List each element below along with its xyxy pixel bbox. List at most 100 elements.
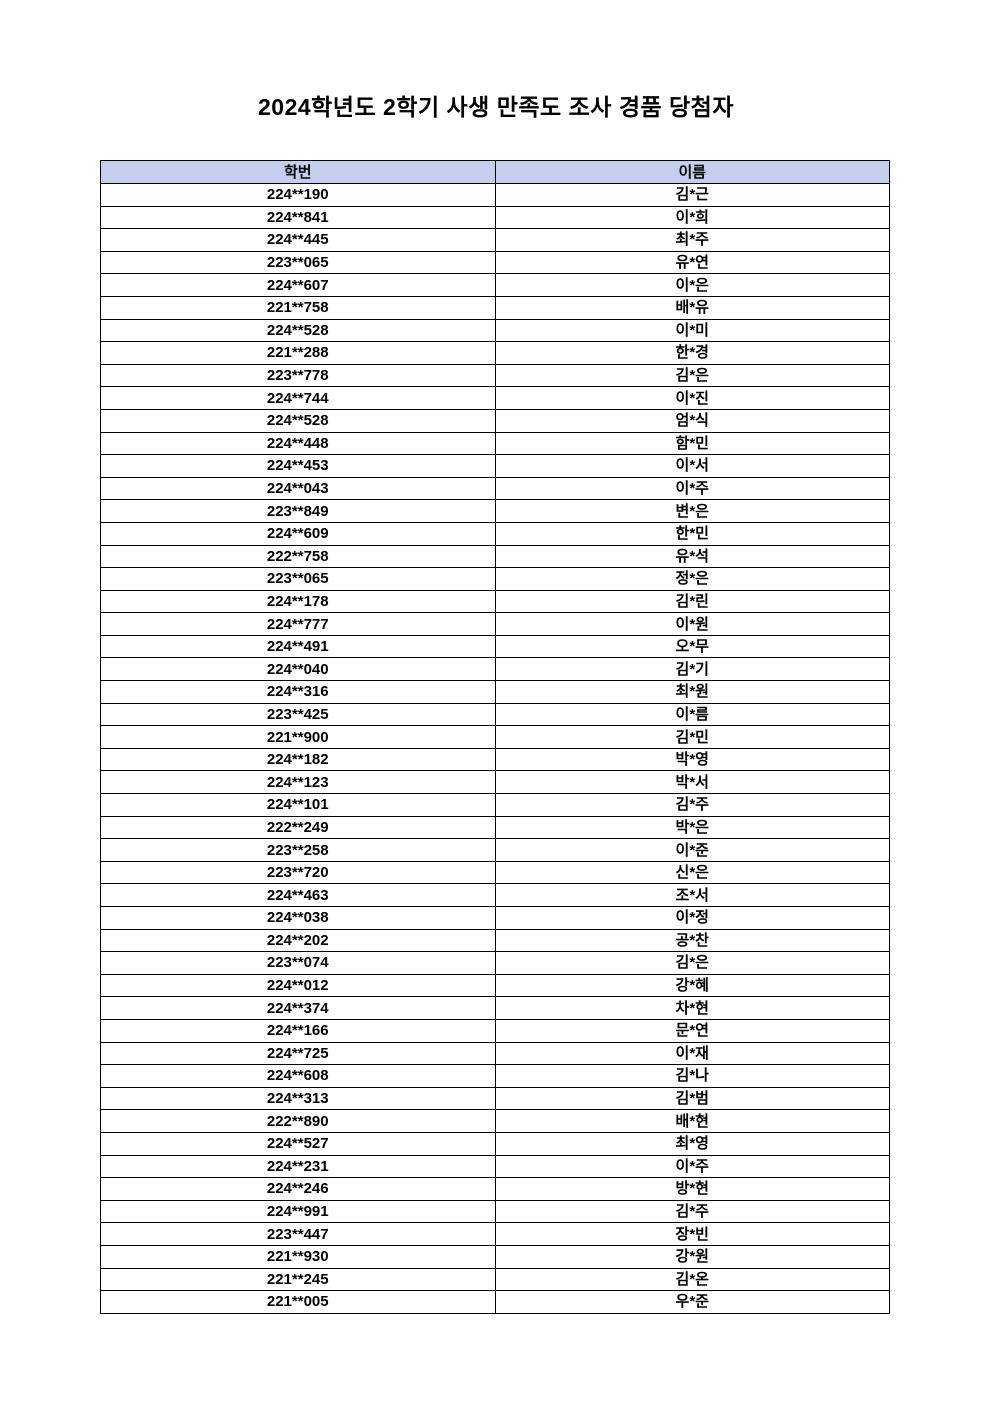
name-cell: 이*주 xyxy=(494,1154,890,1179)
name-cell: 김*범 xyxy=(494,1086,890,1111)
table-header: 학번 이름 xyxy=(100,160,890,184)
student-id-cell: 224**374 xyxy=(100,996,496,1020)
name-cell: 이*서 xyxy=(494,454,890,478)
name-cell: 방*현 xyxy=(494,1177,890,1201)
table-row: 223**447 장*빈 xyxy=(100,1222,890,1246)
name-cell: 강*혜 xyxy=(494,973,890,998)
student-id-cell: 223**720 xyxy=(100,860,496,885)
table-row: 222**249 박*은 xyxy=(100,815,890,840)
student-id-cell: 224**012 xyxy=(100,973,496,998)
name-cell: 문*연 xyxy=(494,1018,890,1043)
table-row: 223**849 변*은 xyxy=(100,499,890,523)
name-cell: 이*은 xyxy=(494,273,890,297)
table-row: 224**123 박*서 xyxy=(100,770,890,795)
name-cell: 이*미 xyxy=(494,318,890,343)
name-cell: 김*근 xyxy=(494,183,890,207)
student-id-cell: 224**528 xyxy=(100,318,496,343)
student-id-cell: 224**246 xyxy=(100,1177,496,1201)
table-row: 221**005 우*준 xyxy=(100,1290,890,1314)
table-row: 224**246 방*현 xyxy=(100,1177,890,1201)
student-id-cell: 221**005 xyxy=(100,1290,496,1314)
table-row: 224**608 김*나 xyxy=(100,1064,890,1088)
student-id-cell: 222**249 xyxy=(100,815,496,840)
table-row: 224**313 김*범 xyxy=(100,1086,890,1111)
table-row: 224**182 박*영 xyxy=(100,747,890,772)
name-cell: 유*석 xyxy=(494,544,890,569)
table-row: 224**777 이*원 xyxy=(100,612,890,636)
student-id-cell: 224**777 xyxy=(100,612,496,636)
name-cell: 이*름 xyxy=(494,702,890,727)
student-id-cell: 224**182 xyxy=(100,747,496,772)
table-row: 223**074 김*은 xyxy=(100,951,890,975)
table-row: 224**101 김*주 xyxy=(100,793,890,817)
table-row: 224**374 차*현 xyxy=(100,996,890,1020)
name-cell: 김*은 xyxy=(494,951,890,975)
table-row: 223**065 유*연 xyxy=(100,250,890,275)
table-row: 224**190 김*근 xyxy=(100,183,890,207)
name-cell: 함*민 xyxy=(494,431,890,456)
table-row: 224**453 이*서 xyxy=(100,454,890,478)
name-cell: 김*주 xyxy=(494,1199,890,1224)
column-header-student-id: 학번 xyxy=(100,160,496,184)
student-id-cell: 224**178 xyxy=(100,589,496,614)
student-id-cell: 224**313 xyxy=(100,1086,496,1111)
name-cell: 이*정 xyxy=(494,906,890,930)
page-title: 2024학년도 2학기 사생 만족도 조사 경품 당첨자 xyxy=(257,94,735,120)
name-cell: 엄*식 xyxy=(494,408,890,433)
student-id-cell: 223**425 xyxy=(100,702,496,727)
student-id-cell: 224**744 xyxy=(100,386,496,410)
student-id-cell: 224**453 xyxy=(100,454,496,478)
student-id-cell: 224**609 xyxy=(100,521,496,546)
table-row: 224**725 이*재 xyxy=(100,1041,890,1066)
table-row: 221**758 배*유 xyxy=(100,295,890,320)
name-cell: 김*주 xyxy=(494,793,890,817)
name-cell: 오*무 xyxy=(494,634,890,659)
student-id-cell: 223**065 xyxy=(100,250,496,275)
table-row: 224**038 이*정 xyxy=(100,906,890,930)
student-id-cell: 222**758 xyxy=(100,544,496,569)
table-row: 224**166 문*연 xyxy=(100,1018,890,1043)
winners-table: 학번 이름 224**190 김*근 224**841 이*희 224**445 최*주 2… xyxy=(100,160,890,1314)
student-id-cell: 224**101 xyxy=(100,793,496,817)
student-id-cell: 224**608 xyxy=(100,1064,496,1088)
name-cell: 김*나 xyxy=(494,1064,890,1088)
name-cell: 김*기 xyxy=(494,657,890,682)
name-cell: 배*현 xyxy=(494,1109,890,1133)
table-row: 224**744 이*진 xyxy=(100,386,890,410)
name-cell: 박*은 xyxy=(494,815,890,840)
table-row: 224**841 이*희 xyxy=(100,205,890,230)
name-cell: 장*빈 xyxy=(494,1222,890,1246)
column-header-name: 이름 xyxy=(494,160,890,184)
student-id-cell: 224**448 xyxy=(100,431,496,456)
name-cell: 차*현 xyxy=(494,996,890,1020)
name-cell: 조*서 xyxy=(494,883,890,907)
table-row: 223**065 정*은 xyxy=(100,567,890,591)
student-id-cell: 223**074 xyxy=(100,951,496,975)
name-cell: 김*민 xyxy=(494,725,890,749)
student-id-cell: 224**316 xyxy=(100,680,496,704)
student-id-cell: 224**491 xyxy=(100,634,496,659)
name-cell: 이*준 xyxy=(494,838,890,862)
student-id-cell: 224**527 xyxy=(100,1131,496,1156)
student-id-cell: 224**202 xyxy=(100,928,496,953)
name-cell: 정*은 xyxy=(494,567,890,591)
student-id-cell: 223**447 xyxy=(100,1222,496,1246)
table-row: 224**178 김*린 xyxy=(100,589,890,614)
table-row: 223**778 김*은 xyxy=(100,363,890,388)
student-id-cell: 224**123 xyxy=(100,770,496,795)
table-row: 223**720 신*은 xyxy=(100,860,890,885)
student-id-cell: 224**463 xyxy=(100,883,496,907)
table-row: 222**890 배*현 xyxy=(100,1109,890,1133)
table-body: 224**190 김*근 224**841 이*희 224**445 최*주 223**06… xyxy=(100,183,890,1314)
name-cell: 변*은 xyxy=(494,499,890,523)
name-cell: 김*은 xyxy=(494,363,890,388)
student-id-cell: 221**288 xyxy=(100,341,496,365)
student-id-cell: 222**890 xyxy=(100,1109,496,1133)
table-row: 224**609 한*민 xyxy=(100,521,890,546)
student-id-cell: 221**900 xyxy=(100,725,496,749)
student-id-cell: 224**166 xyxy=(100,1018,496,1043)
name-cell: 한*경 xyxy=(494,341,890,365)
student-id-cell: 223**065 xyxy=(100,567,496,591)
table-row: 221**245 김*온 xyxy=(100,1267,890,1292)
student-id-cell: 221**758 xyxy=(100,295,496,320)
